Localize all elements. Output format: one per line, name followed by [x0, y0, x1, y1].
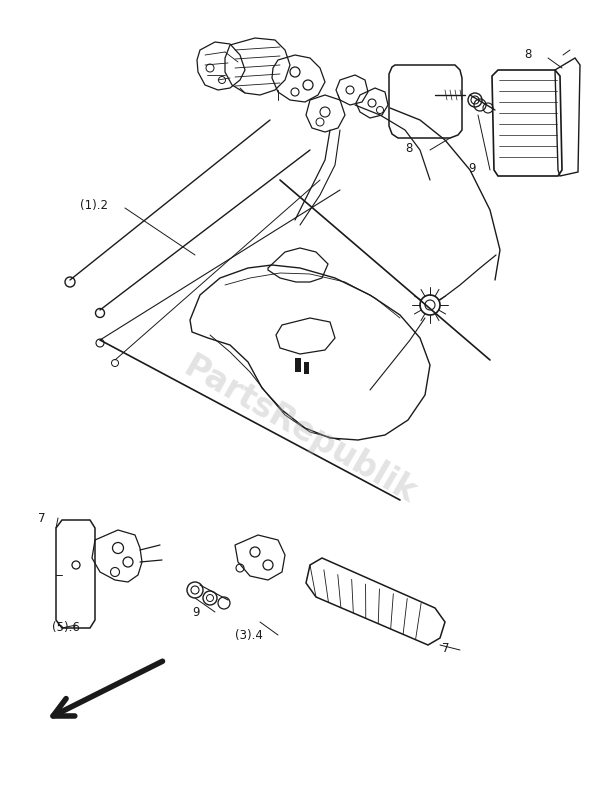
Text: 9: 9 [192, 606, 199, 619]
Text: 8: 8 [524, 48, 532, 62]
Text: 7: 7 [442, 642, 449, 654]
Bar [304, 362, 309, 374]
Text: (1).2: (1).2 [80, 198, 108, 212]
Bar [295, 358, 301, 372]
Text: PartsRepublik: PartsRepublik [178, 350, 422, 510]
Text: (5).6: (5).6 [52, 622, 80, 634]
Text: 8: 8 [405, 141, 412, 155]
Text: 9: 9 [468, 162, 476, 174]
Text: 7: 7 [38, 511, 46, 524]
Text: (3).4: (3).4 [235, 630, 263, 642]
